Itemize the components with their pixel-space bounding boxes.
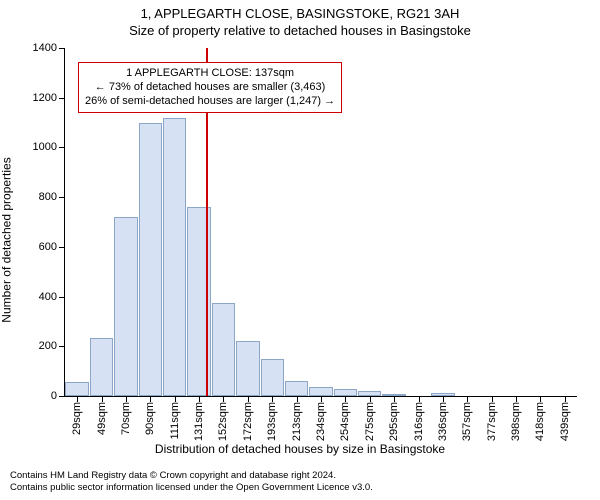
- y-tick-label: 1400: [33, 42, 57, 54]
- x-tick-label: 193sqm: [266, 402, 278, 441]
- x-tick-label: 213sqm: [291, 402, 303, 441]
- x-tick-label: 275sqm: [364, 402, 376, 441]
- chart-title-l2: Size of property relative to detached ho…: [0, 23, 600, 38]
- x-tick-label: 377sqm: [486, 402, 498, 441]
- x-tick-label: 234sqm: [315, 402, 327, 441]
- x-tick-label: 70sqm: [120, 402, 132, 435]
- x-tick-label: 90sqm: [144, 402, 156, 435]
- x-tick-label: 254sqm: [339, 402, 351, 441]
- bar: [334, 389, 357, 396]
- y-tick: [59, 147, 65, 148]
- x-tick-label: 295sqm: [388, 402, 400, 441]
- x-tick-label: 131sqm: [193, 402, 205, 441]
- y-tick-label: 200: [39, 340, 57, 352]
- x-tick-label: 336sqm: [437, 402, 449, 441]
- y-tick-label: 400: [39, 291, 57, 303]
- annotation-line: ← 73% of detached houses are smaller (3,…: [85, 81, 335, 95]
- y-tick: [59, 297, 65, 298]
- y-tick-label: 1000: [33, 141, 57, 153]
- x-tick-label: 49sqm: [96, 402, 108, 435]
- x-axis-label: Distribution of detached houses by size …: [0, 442, 600, 456]
- footer-text: Contains HM Land Registry data © Crown c…: [10, 470, 373, 494]
- bar: [285, 381, 308, 396]
- x-tick-label: 398sqm: [510, 402, 522, 441]
- annotation-line: 26% of semi-detached houses are larger (…: [85, 95, 335, 109]
- y-tick: [59, 396, 65, 397]
- footer-line: Contains HM Land Registry data © Crown c…: [10, 470, 373, 482]
- y-tick-label: 600: [39, 241, 57, 253]
- annotation-box: 1 APPLEGARTH CLOSE: 137sqm ← 73% of deta…: [78, 62, 342, 113]
- chart-stage: 1, APPLEGARTH CLOSE, BASINGSTOKE, RG21 3…: [0, 0, 600, 500]
- bar: [236, 341, 259, 396]
- annotation-line: 1 APPLEGARTH CLOSE: 137sqm: [85, 67, 335, 81]
- y-tick: [59, 346, 65, 347]
- chart-title-l1: 1, APPLEGARTH CLOSE, BASINGSTOKE, RG21 3…: [0, 6, 600, 21]
- bar: [90, 338, 113, 396]
- y-tick: [59, 197, 65, 198]
- y-tick-label: 0: [51, 390, 57, 402]
- bar: [261, 359, 284, 396]
- bar: [114, 217, 137, 396]
- x-tick-label: 316sqm: [413, 402, 425, 441]
- bar: [65, 382, 88, 396]
- y-tick-label: 800: [39, 191, 57, 203]
- bar: [309, 387, 332, 396]
- x-tick-label: 357sqm: [461, 402, 473, 441]
- x-tick-label: 418sqm: [534, 402, 546, 441]
- bar: [212, 303, 235, 396]
- x-tick-label: 172sqm: [242, 402, 254, 441]
- y-axis-label: Number of detached properties: [0, 157, 14, 322]
- y-tick: [59, 247, 65, 248]
- x-tick-label: 29sqm: [71, 402, 83, 435]
- x-tick-label: 439sqm: [559, 402, 571, 441]
- footer-line: Contains public sector information licen…: [10, 482, 373, 494]
- bar: [139, 123, 162, 396]
- bar: [163, 118, 186, 396]
- y-tick: [59, 98, 65, 99]
- y-tick-label: 1200: [33, 92, 57, 104]
- x-tick-label: 152sqm: [217, 402, 229, 441]
- x-tick-label: 111sqm: [169, 402, 181, 440]
- y-tick: [59, 48, 65, 49]
